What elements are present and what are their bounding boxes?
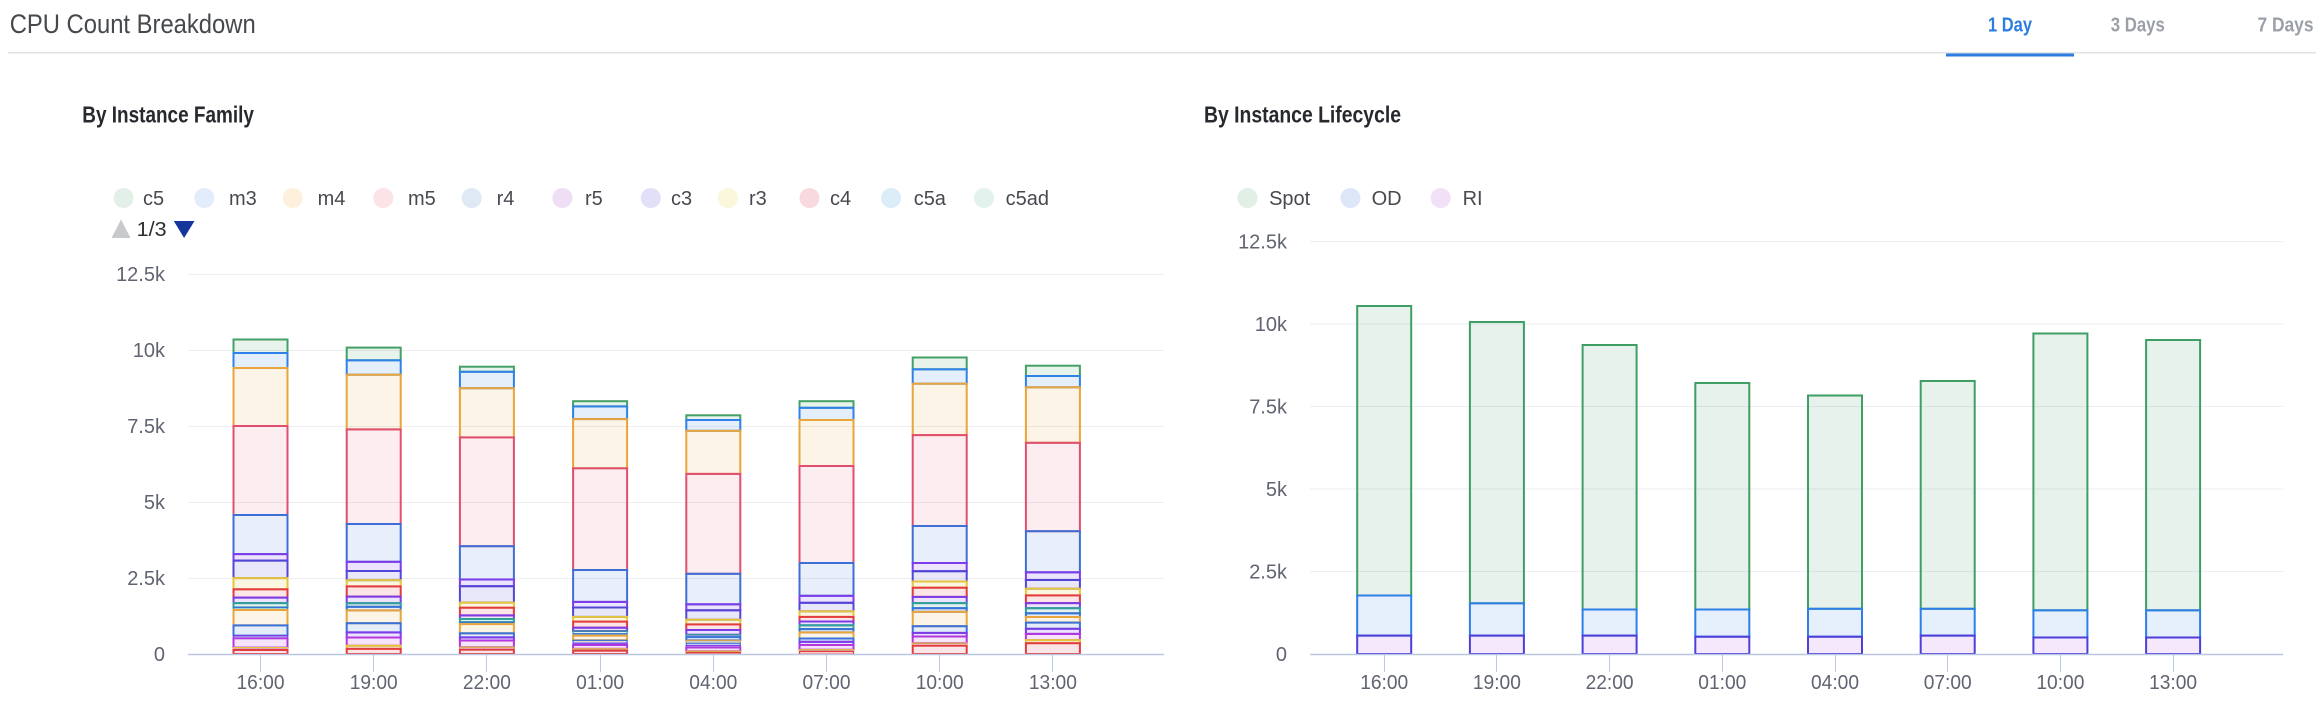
svg-text:16:00: 16:00 <box>237 672 285 694</box>
svg-text:19:00: 19:00 <box>1473 672 1521 694</box>
svg-text:CPU Count Breakdown: CPU Count Breakdown <box>10 9 256 39</box>
svg-text:2.5k: 2.5k <box>127 568 166 590</box>
svg-text:m5: m5 <box>408 188 436 210</box>
svg-text:22:00: 22:00 <box>463 672 511 694</box>
svg-text:12.5k: 12.5k <box>116 264 166 286</box>
svg-text:22:00: 22:00 <box>1586 672 1634 694</box>
svg-text:5k: 5k <box>1266 479 1288 501</box>
svg-text:c3: c3 <box>671 188 692 210</box>
svg-text:01:00: 01:00 <box>576 672 624 694</box>
svg-text:RI: RI <box>1463 188 1483 210</box>
svg-text:c5a: c5a <box>914 188 947 210</box>
svg-text:04:00: 04:00 <box>1811 672 1859 694</box>
svg-text:01:00: 01:00 <box>1698 672 1746 694</box>
svg-text:r3: r3 <box>749 188 767 210</box>
svg-text:19:00: 19:00 <box>350 672 398 694</box>
svg-text:10:00: 10:00 <box>2036 672 2084 694</box>
svg-text:c5: c5 <box>143 188 164 210</box>
svg-text:7 Days: 7 Days <box>2258 13 2314 36</box>
svg-text:2.5k: 2.5k <box>1249 562 1288 584</box>
svg-text:3 Days: 3 Days <box>2111 13 2165 36</box>
svg-text:1/3: 1/3 <box>137 219 167 241</box>
svg-text:7.5k: 7.5k <box>127 416 166 438</box>
svg-text:OD: OD <box>1372 188 1402 210</box>
svg-text:Spot: Spot <box>1269 188 1311 210</box>
svg-text:By Instance Lifecycle: By Instance Lifecycle <box>1204 102 1401 128</box>
svg-text:13:00: 13:00 <box>1029 672 1077 694</box>
svg-text:12.5k: 12.5k <box>1238 232 1288 254</box>
svg-text:07:00: 07:00 <box>1924 672 1972 694</box>
svg-text:07:00: 07:00 <box>803 672 851 694</box>
svg-text:0: 0 <box>154 644 165 666</box>
svg-text:1 Day: 1 Day <box>1988 13 2032 36</box>
svg-text:c5ad: c5ad <box>1006 188 1049 210</box>
svg-text:5k: 5k <box>144 492 166 514</box>
svg-text:10k: 10k <box>1255 314 1288 336</box>
svg-text:04:00: 04:00 <box>689 672 737 694</box>
svg-text:c4: c4 <box>830 188 851 210</box>
svg-text:0: 0 <box>1276 644 1287 666</box>
svg-text:m4: m4 <box>318 188 346 210</box>
svg-text:m3: m3 <box>229 188 257 210</box>
svg-text:10:00: 10:00 <box>916 672 964 694</box>
svg-text:7.5k: 7.5k <box>1249 397 1288 419</box>
svg-text:10k: 10k <box>133 340 166 362</box>
svg-text:r5: r5 <box>585 188 603 210</box>
svg-text:13:00: 13:00 <box>2149 672 2197 694</box>
svg-text:16:00: 16:00 <box>1360 672 1408 694</box>
svg-text:r4: r4 <box>497 188 515 210</box>
svg-text:By Instance Family: By Instance Family <box>82 102 254 128</box>
